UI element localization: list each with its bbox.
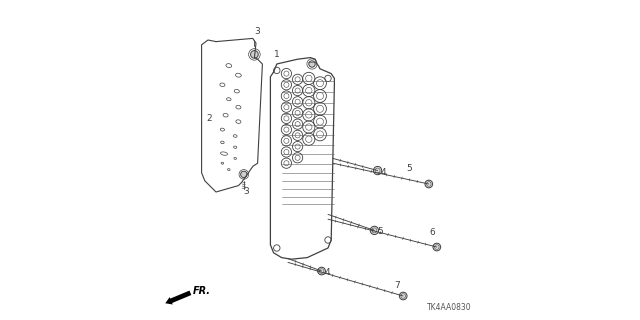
Text: 4: 4 xyxy=(325,268,330,277)
Text: 1: 1 xyxy=(274,50,280,59)
Text: TK4AA0830: TK4AA0830 xyxy=(428,303,472,312)
Text: 5: 5 xyxy=(407,164,412,173)
FancyArrow shape xyxy=(165,291,191,305)
Text: 4: 4 xyxy=(381,168,387,177)
Circle shape xyxy=(374,166,382,175)
Text: 5: 5 xyxy=(378,228,383,236)
Circle shape xyxy=(370,226,379,235)
Circle shape xyxy=(318,267,326,275)
Circle shape xyxy=(399,292,407,300)
Text: 3: 3 xyxy=(244,188,249,196)
Text: 7: 7 xyxy=(394,281,399,290)
Circle shape xyxy=(433,243,440,251)
Text: FR.: FR. xyxy=(193,286,211,296)
Text: 2: 2 xyxy=(207,114,212,123)
Text: 3: 3 xyxy=(255,28,260,36)
Circle shape xyxy=(241,171,247,178)
Circle shape xyxy=(309,61,315,67)
Text: 6: 6 xyxy=(429,228,435,237)
Circle shape xyxy=(425,180,433,188)
Circle shape xyxy=(250,51,258,58)
